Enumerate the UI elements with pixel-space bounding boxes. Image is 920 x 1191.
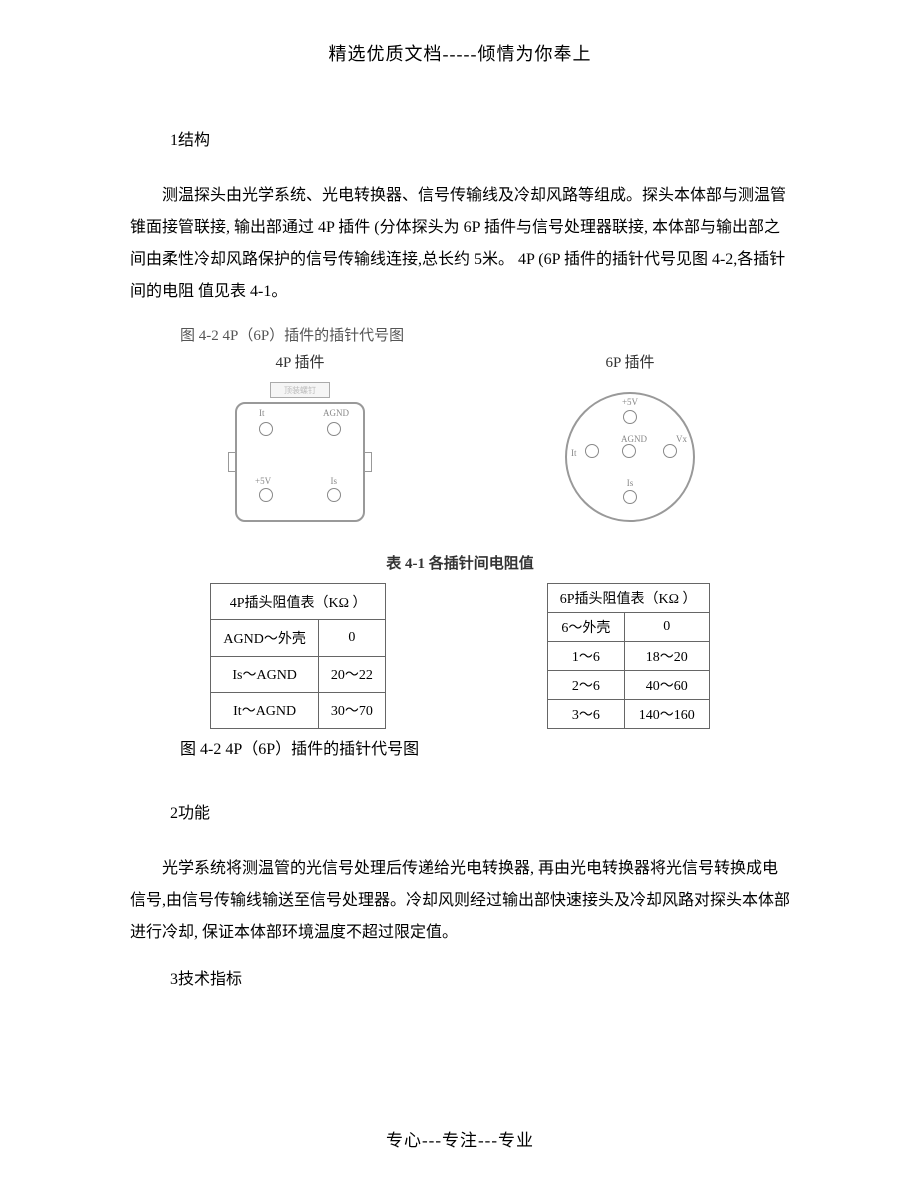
diagram-caption-top: 图 4-2 4P（6P）插件的插针代号图: [180, 324, 790, 345]
connector-diagrams: 4P 插件 顶装螺钉 It AGND +5V Is 6P 插件 +5V It: [130, 351, 790, 532]
section-1-paragraph: 测温探头由光学系统、光电转换器、信号传输线及冷却风路等组成。探头本体部与测温管锥…: [130, 180, 790, 308]
table-row: 2～640～60: [547, 671, 709, 700]
diagram-6p: 6P 插件 +5V It AGND Vx Is: [565, 351, 695, 522]
cell: 140～160: [624, 700, 709, 729]
table-row: 1～618～20: [547, 642, 709, 671]
pin-6p-vx: [663, 444, 677, 458]
cell: 6～外壳: [547, 613, 624, 642]
pin-it: [259, 422, 273, 436]
cell: It～AGND: [211, 692, 318, 728]
section-2-paragraph: 光学系统将测温管的光信号处理后传递给光电转换器, 再由光电转换器将光信号转换成电…: [130, 853, 790, 949]
cell: 3～6: [547, 700, 624, 729]
connector-6p-shape: +5V It AGND Vx Is: [565, 392, 695, 522]
table-6p: 6P插头阻值表（KΩ ） 6～外壳0 1～618～20 2～640～60 3～6…: [547, 583, 710, 729]
pin-is: [327, 488, 341, 502]
page-header: 精选优质文档-----倾情为你奉上: [130, 40, 790, 66]
section-1-title: 1结构: [170, 126, 790, 150]
label-4p: 4P 插件: [225, 351, 375, 372]
tables-wrap: 4P插头阻值表（KΩ ） AGND～外壳0 Is～AGND20～22 It～AG…: [130, 583, 790, 729]
pin-6p-agnd: [622, 444, 636, 458]
pin-label-6p-agnd: AGND: [621, 434, 647, 444]
pin-6p-it: [585, 444, 599, 458]
cell: Is～AGND: [211, 656, 318, 692]
cell: 0: [624, 613, 709, 642]
cell: 20～22: [318, 656, 385, 692]
table-row: 3～6140～160: [547, 700, 709, 729]
diagram-4p: 4P 插件 顶装螺钉 It AGND +5V Is: [225, 351, 375, 532]
pin-label-6p-is: Is: [627, 478, 634, 488]
pin-label-6p-vx: Vx: [676, 434, 687, 444]
label-6p: 6P 插件: [565, 351, 695, 372]
pin-agnd: [327, 422, 341, 436]
pin-label-it: It: [259, 408, 265, 418]
cell: 0: [318, 620, 385, 656]
table-6p-header: 6P插头阻值表（KΩ ）: [547, 584, 709, 613]
connector-4p-shape: 顶装螺钉 It AGND +5V Is: [225, 382, 375, 532]
table-4p: 4P插头阻值表（KΩ ） AGND～外壳0 Is～AGND20～22 It～AG…: [210, 583, 385, 729]
pin-label-5v: +5V: [255, 476, 271, 486]
table-row: 6～外壳0: [547, 613, 709, 642]
table-row: Is～AGND20～22: [211, 656, 385, 692]
cell: 1～6: [547, 642, 624, 671]
diagram-caption-below: 图 4-2 4P（6P）插件的插针代号图: [180, 735, 790, 759]
table-4p-header: 4P插头阻值表（KΩ ）: [211, 584, 385, 620]
cell: 30～70: [318, 692, 385, 728]
table-row: It～AGND30～70: [211, 692, 385, 728]
cell: 18～20: [624, 642, 709, 671]
top-screw-bar: 顶装螺钉: [270, 382, 330, 398]
table-row: AGND～外壳0: [211, 620, 385, 656]
pin-label-is: Is: [331, 476, 338, 486]
pin-6p-5v: [623, 410, 637, 424]
cell: 40～60: [624, 671, 709, 700]
right-nub: [364, 452, 372, 472]
table-caption: 表 4-1 各插针间电阻值: [130, 552, 790, 573]
cell: AGND～外壳: [211, 620, 318, 656]
section-3-title: 3技术指标: [170, 965, 790, 989]
page-footer: 专心---专注---专业: [0, 1126, 920, 1151]
pin-label-agnd: AGND: [323, 408, 349, 418]
section-2-title: 2功能: [170, 799, 790, 823]
pin-5v: [259, 488, 273, 502]
square-body: It AGND +5V Is: [235, 402, 365, 522]
pin-label-6p-5v: +5V: [622, 397, 638, 407]
pin-label-6p-it: It: [571, 448, 577, 458]
cell: 2～6: [547, 671, 624, 700]
pin-6p-is: [623, 490, 637, 504]
left-nub: [228, 452, 236, 472]
